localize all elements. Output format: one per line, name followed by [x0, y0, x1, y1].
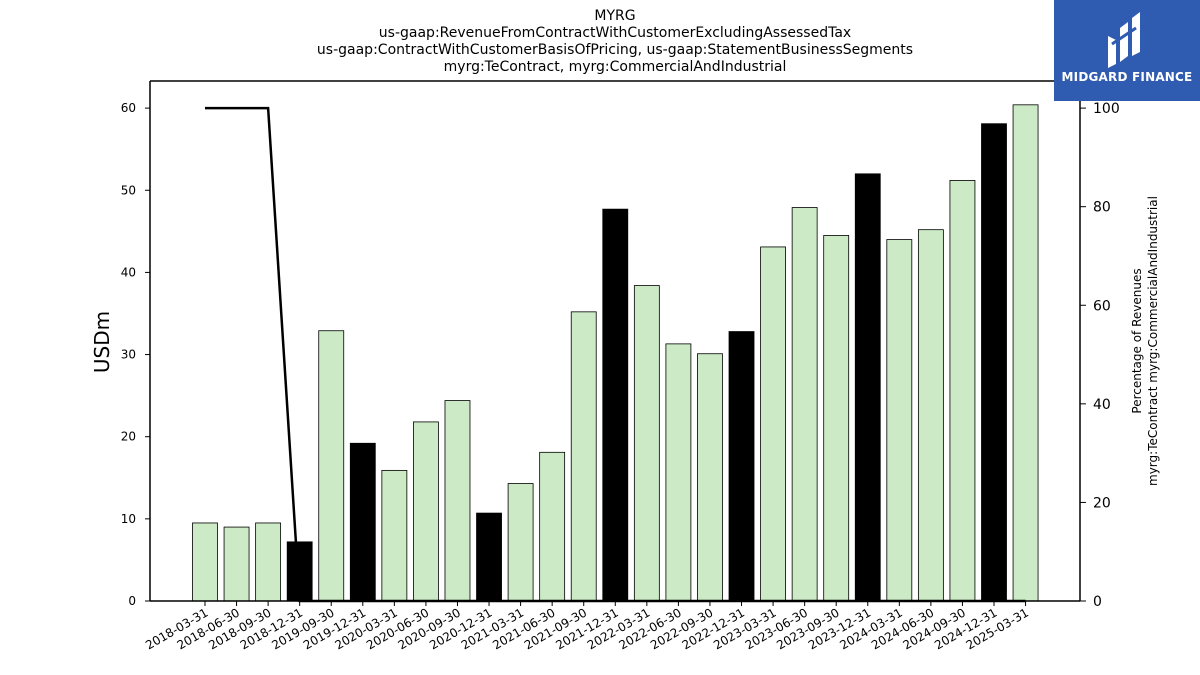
- bar-2022-06-30: [665, 343, 692, 602]
- bar-2022-12-31: [728, 331, 755, 602]
- bar-2023-09-30: [823, 235, 850, 602]
- bar-2021-09-30: [570, 311, 597, 602]
- title-line-0: MYRG: [594, 8, 635, 24]
- y-tick-label: 20: [121, 430, 136, 444]
- title-line-1: us-gaap:RevenueFromContractWithCustomerE…: [379, 25, 851, 41]
- bar-2020-09-30: [444, 400, 471, 602]
- bar-2023-06-30: [791, 207, 818, 602]
- bar-2024-12-31: [981, 123, 1007, 602]
- bar-2024-06-30: [917, 229, 944, 602]
- bar-2018-06-30: [223, 526, 250, 602]
- bar-2022-09-30: [697, 353, 723, 602]
- bar-2020-12-31: [476, 512, 502, 602]
- y2-tick-label: 0: [1093, 594, 1102, 610]
- bar-2024-09-30: [949, 179, 976, 602]
- bar-2025-03-31: [1012, 104, 1039, 602]
- bar-2020-06-30: [413, 421, 439, 602]
- bar-2018-03-31: [192, 522, 218, 602]
- y-tick-label: 0: [128, 594, 136, 608]
- y-axis-label: USDm: [90, 311, 114, 373]
- logo-text: MIDGARD FINANCE: [1061, 70, 1193, 84]
- bars: [192, 104, 1039, 602]
- bar-2018-09-30: [255, 522, 282, 602]
- y2-tick-label: 40: [1093, 397, 1111, 413]
- y2-axis-label: Percentage of Revenues myrg:TeContract my…: [1130, 196, 1160, 486]
- title-line-2: us-gaap:ContractWithCustomerBasisOfPrici…: [317, 42, 913, 58]
- y-tick-label: 60: [121, 101, 136, 115]
- y-tick-label: 30: [121, 348, 136, 362]
- x-axis-ticks: 2018-03-312018-06-302018-09-302018-12-31…: [143, 601, 1031, 652]
- y2-axis-label-line-1: myrg:TeContract myrg:CommercialAndIndust…: [1146, 196, 1160, 486]
- bar-2024-03-31: [886, 239, 913, 602]
- y-tick-label: 10: [121, 512, 136, 526]
- y2-axis-ticks: 0 20 40 60 80 100: [1080, 101, 1120, 610]
- logo-mark-icon: [1108, 12, 1140, 68]
- y2-tick-label: 100: [1093, 101, 1120, 117]
- y-axis-ticks: 0 10 20 30 40 50 60: [121, 101, 150, 608]
- y2-tick-label: 80: [1093, 200, 1111, 216]
- bar-2021-12-31: [602, 208, 629, 602]
- y-tick-label: 50: [121, 183, 136, 197]
- title-line-3: myrg:TeContract, myrg:CommercialAndIndus…: [444, 59, 787, 75]
- y2-axis-label-line-0: Percentage of Revenues: [1130, 268, 1144, 413]
- y-tick-label: 40: [121, 265, 136, 279]
- bar-2023-12-31: [854, 173, 881, 602]
- y2-tick-label: 20: [1093, 495, 1111, 511]
- bar-2020-03-31: [381, 469, 408, 602]
- bar-2019-12-31: [349, 442, 376, 602]
- bar-2021-03-31: [507, 483, 534, 602]
- chart-title: MYRGus-gaap:RevenueFromContractWithCusto…: [317, 8, 913, 75]
- bar-2019-09-30: [318, 330, 345, 602]
- midgard-finance-logo: MIDGARD FINANCE: [1054, 0, 1200, 101]
- y2-tick-label: 60: [1093, 298, 1111, 314]
- bar-2022-03-31: [633, 285, 660, 602]
- bar-2021-06-30: [539, 451, 566, 602]
- bar-2023-03-31: [760, 246, 786, 602]
